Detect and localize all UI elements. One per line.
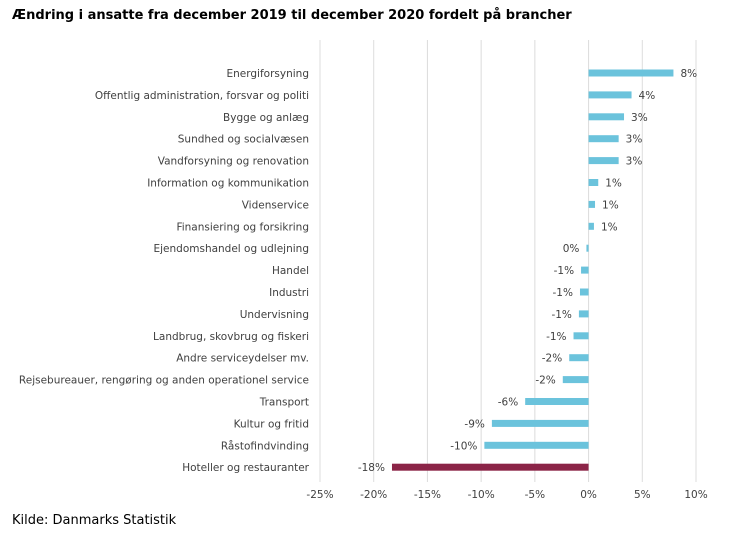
bar <box>578 310 589 318</box>
data-label: -1% <box>551 309 571 321</box>
bar <box>586 244 589 252</box>
x-tick-label: 5% <box>634 489 651 501</box>
x-tick-label: -25% <box>306 489 333 501</box>
data-label: -1% <box>553 287 573 299</box>
category-label: Hoteller og restauranter <box>182 462 309 474</box>
data-label: 1% <box>602 199 619 211</box>
category-label: Rejsebureauer, rengøring og anden operat… <box>19 375 309 387</box>
data-label: -6% <box>498 397 518 409</box>
data-label: 0% <box>563 243 580 255</box>
data-label: 1% <box>601 221 618 233</box>
category-label: Råstofindvinding <box>221 439 309 452</box>
x-tick-label: 0% <box>580 489 597 501</box>
x-tick-label: -10% <box>468 489 495 501</box>
bar <box>588 222 594 230</box>
data-label: -1% <box>554 265 574 277</box>
category-label: Finansiering og forsikring <box>176 221 309 233</box>
data-label: 3% <box>626 156 643 168</box>
source-note: Kilde: Danmarks Statistik <box>12 513 177 528</box>
data-label: 3% <box>626 134 643 146</box>
category-label: Videnservice <box>242 199 309 211</box>
bar <box>573 332 589 340</box>
bar <box>588 200 596 208</box>
bar <box>562 376 589 384</box>
data-label: -2% <box>535 375 555 387</box>
x-tick-label: -15% <box>414 489 441 501</box>
data-label: -2% <box>542 353 562 365</box>
bar <box>579 288 589 296</box>
category-label: Bygge og anlæg <box>223 112 309 124</box>
category-label: Industri <box>269 287 309 299</box>
chart-title: Ændring i ansatte fra december 2019 til … <box>12 8 572 23</box>
x-tick-label: 10% <box>684 489 707 501</box>
category-label: Transport <box>259 397 309 409</box>
data-label: 3% <box>631 112 648 124</box>
bar <box>581 266 589 274</box>
category-label: Landbrug, skovbrug og fiskeri <box>153 331 309 343</box>
x-tick-label: -5% <box>525 489 545 501</box>
category-label: Information og kommunikation <box>147 178 309 190</box>
category-label: Undervisning <box>240 309 309 321</box>
category-label: Handel <box>272 265 309 277</box>
data-label: -10% <box>450 440 477 452</box>
bar <box>588 157 619 165</box>
bar <box>588 179 599 186</box>
bar <box>588 69 674 77</box>
bar <box>588 113 625 121</box>
category-label: Ejendomshandel og udlejning <box>153 243 309 255</box>
bar <box>588 135 619 143</box>
data-label: -9% <box>464 418 484 430</box>
category-label: Vandforsyning og renovation <box>158 156 309 168</box>
bar <box>491 419 589 427</box>
category-label: Andre serviceydelser mv. <box>176 353 309 365</box>
bar <box>588 91 632 99</box>
category-label: Energiforsyning <box>227 68 309 80</box>
data-label: 4% <box>639 90 656 102</box>
category-label: Sundhed og socialvæsen <box>178 134 309 146</box>
bar <box>484 441 589 449</box>
data-label: -18% <box>358 462 385 474</box>
data-label: 1% <box>605 178 622 190</box>
category-label: Kultur og fritid <box>234 418 309 430</box>
data-label: 8% <box>680 68 697 80</box>
category-label: Offentlig administration, forsvar og pol… <box>95 90 309 102</box>
x-tick-label: -20% <box>360 489 387 501</box>
bar <box>525 398 589 405</box>
bar <box>391 463 589 471</box>
data-label: -1% <box>546 331 566 343</box>
bar <box>569 354 589 362</box>
